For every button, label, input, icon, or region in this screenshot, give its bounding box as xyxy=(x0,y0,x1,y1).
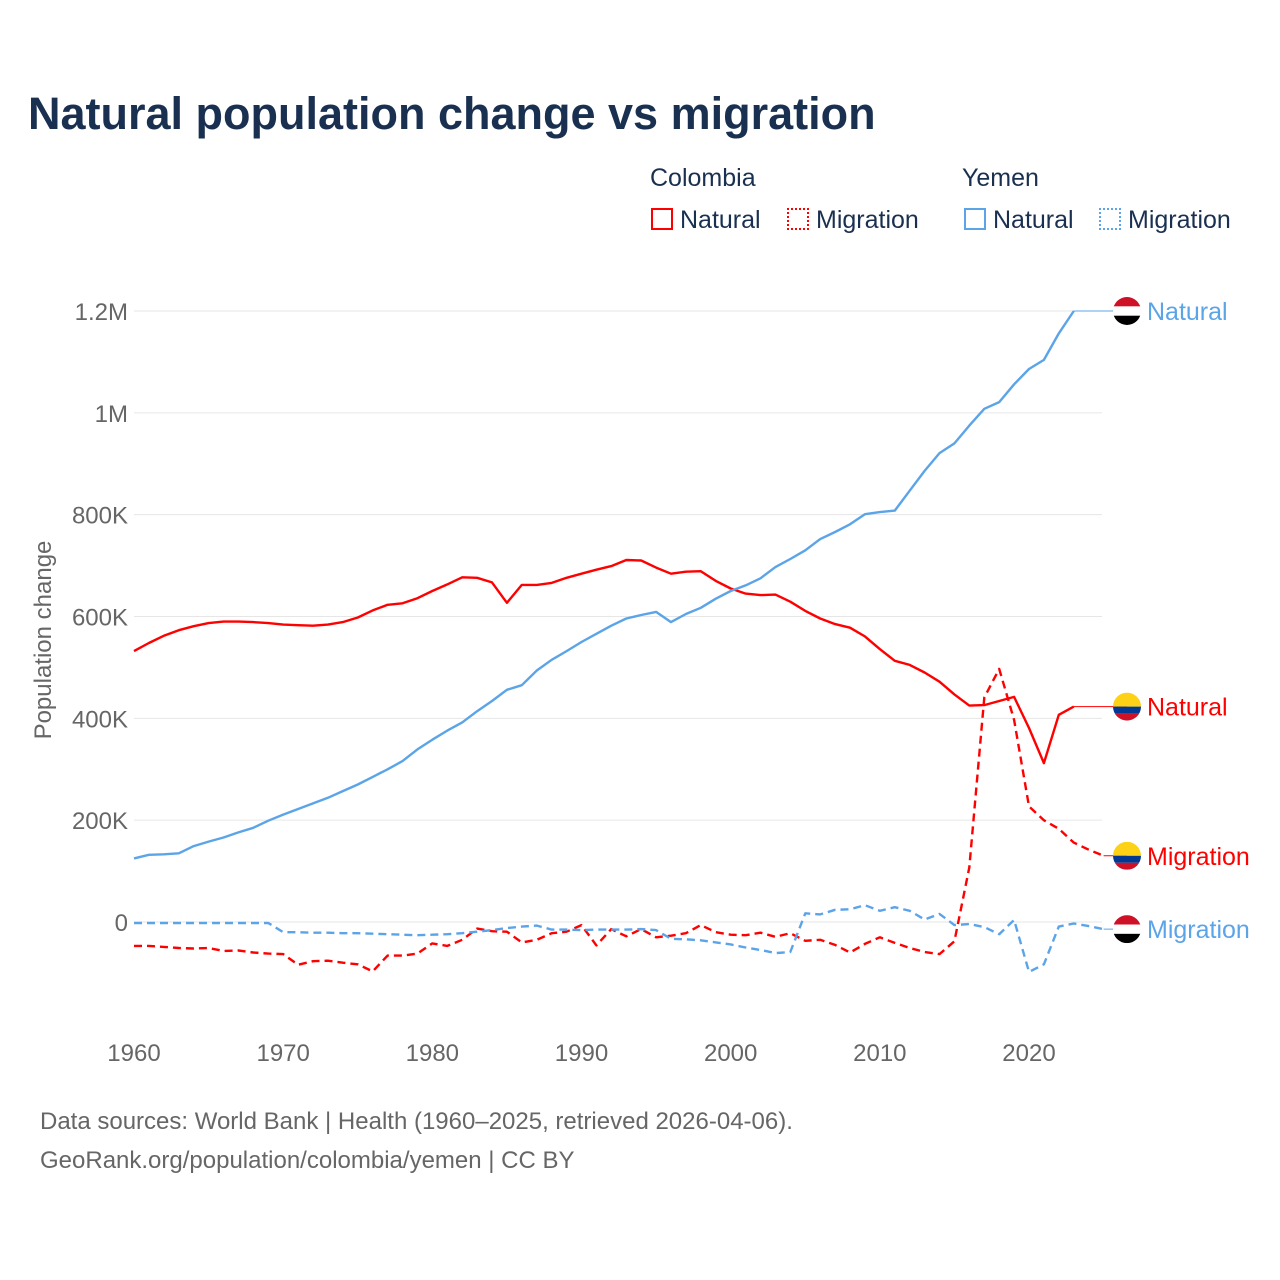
legend-colombia-natural[interactable]: Natural xyxy=(680,206,761,234)
y-axis-label: Population change xyxy=(30,541,57,740)
yemen-flag-icon xyxy=(1113,915,1141,944)
legend-swatch-yemen-migration[interactable] xyxy=(1099,208,1121,230)
x-tick-label: 1970 xyxy=(256,1040,309,1067)
series-line-yemen-migration[interactable] xyxy=(134,904,1104,974)
x-axis-ticks: 1960 1970 1980 1990 2000 2010 2020 xyxy=(107,1040,1055,1067)
legend-swatch-colombia-natural[interactable] xyxy=(651,208,673,230)
y-tick-label: 800K xyxy=(72,503,128,530)
end-label: Natural xyxy=(1147,298,1228,326)
end-label: Natural xyxy=(1147,694,1228,722)
y-tick-label: 400K xyxy=(72,706,128,733)
y-tick-label: 1.2M xyxy=(75,299,128,326)
x-tick-label: 2000 xyxy=(704,1040,757,1067)
footer-sources: Data sources: World Bank | Health (1960–… xyxy=(40,1108,793,1135)
y-tick-label: 200K xyxy=(72,808,128,835)
x-tick-label: 1990 xyxy=(555,1040,608,1067)
legend-yemen-migration[interactable]: Migration xyxy=(1128,206,1231,234)
x-tick-label: 1980 xyxy=(406,1040,459,1067)
x-tick-label: 1960 xyxy=(107,1040,160,1067)
yemen-flag-icon xyxy=(1113,297,1141,325)
y-axis-ticks: 0 200K 400K 600K 800K 1M 1.2M xyxy=(72,299,128,937)
legend-group-yemen: Yemen xyxy=(962,164,1039,192)
end-label: Migration xyxy=(1147,843,1250,871)
y-tick-label: 0 xyxy=(115,910,128,937)
series-line-yemen-natural[interactable] xyxy=(133,310,1075,860)
series-lines xyxy=(133,310,1105,974)
gridlines xyxy=(134,310,1102,923)
legend-yemen-natural[interactable]: Natural xyxy=(993,206,1074,234)
y-tick-label: 1M xyxy=(95,401,128,428)
footer-attribution: GeoRank.org/population/colombia/yemen | … xyxy=(40,1147,575,1174)
series-line-colombia-migration[interactable] xyxy=(134,667,1105,973)
series-line-colombia-natural[interactable] xyxy=(133,558,1075,765)
colombia-flag-icon xyxy=(1113,692,1141,721)
x-tick-label: 2010 xyxy=(853,1040,906,1067)
end-labels: Natural Migration Natural Migration xyxy=(1073,297,1250,944)
legend-colombia-migration[interactable]: Migration xyxy=(816,206,919,234)
legend-group-colombia: Colombia xyxy=(650,164,756,192)
colombia-flag-icon xyxy=(1113,841,1141,870)
legend-swatch-yemen-natural[interactable] xyxy=(964,208,986,230)
legend-swatch-colombia-migration[interactable] xyxy=(787,208,809,230)
end-label: Migration xyxy=(1147,916,1250,944)
chart-title: Natural population change vs migration xyxy=(28,88,876,139)
x-tick-label: 2020 xyxy=(1002,1040,1055,1067)
y-tick-label: 600K xyxy=(72,605,128,632)
